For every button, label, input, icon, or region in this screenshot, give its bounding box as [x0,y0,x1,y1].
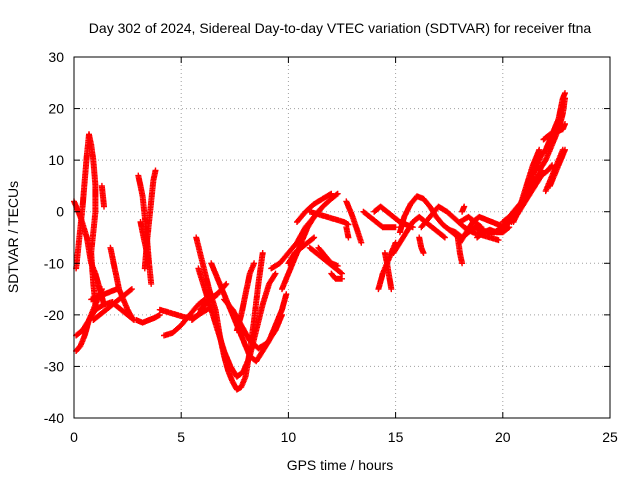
x-tick-label: 25 [602,429,618,445]
series-arc-10 [111,301,137,323]
series-arc-5 [86,131,99,308]
x-tick-label: 15 [388,429,404,445]
series-arc-37 [381,250,395,293]
series-arc-16 [161,296,208,339]
series-arc-27 [285,234,318,267]
y-tick-label: 30 [48,49,64,65]
series-arc-56 [547,146,568,189]
y-tick-label: -40 [44,410,64,426]
series-arc-44 [456,213,508,246]
series-arc-45 [456,213,485,231]
series-arc-4 [73,131,92,272]
series-arc-22 [221,296,285,352]
x-tick-label: 5 [177,429,185,445]
x-axis-label: GPS time / hours [287,457,394,473]
y-tick-label: -20 [44,307,64,323]
series-arc-29 [315,244,341,269]
series-arc-31 [328,270,345,282]
series-arc-54 [540,121,568,143]
y-tick-label: 0 [56,204,64,220]
y-tick-label: 20 [48,101,64,117]
series-arc-14 [137,219,152,267]
y-axis-label: SDTVAR / TECUs [5,181,21,293]
series-arc-23 [233,260,258,334]
series-arc-11 [133,311,163,326]
x-tick-label: 0 [70,429,78,445]
x-tick-label: 10 [281,429,297,445]
series-arc-30 [306,208,352,228]
series-arc-8 [98,182,107,210]
data-layer [71,90,568,393]
series-arc-26 [294,190,335,225]
series-arc-6 [88,286,120,303]
plot-frame [73,56,611,419]
x-tick-label: 20 [495,429,511,445]
series-arc-51 [510,146,543,225]
y-tick-label: -30 [44,358,64,374]
y-tick-label: -10 [44,255,64,271]
chart-title: Day 302 of 2024, Sidereal Day-to-day VTE… [89,20,592,36]
series-arc-32 [343,224,352,241]
series-arc-33 [343,198,365,246]
series-arc-9 [107,244,135,321]
series-arc-46 [459,203,468,215]
series-arc-43 [454,234,466,267]
y-tick-label: 10 [48,152,64,168]
series-arc-3 [73,299,116,339]
grid-layer [74,57,610,418]
series-arc-34 [360,208,399,231]
series-arc-40 [416,234,427,256]
tick-layer: 0 5 10 15 20 25 -40 -30 -20 -10 0 10 20 30 [44,49,618,445]
